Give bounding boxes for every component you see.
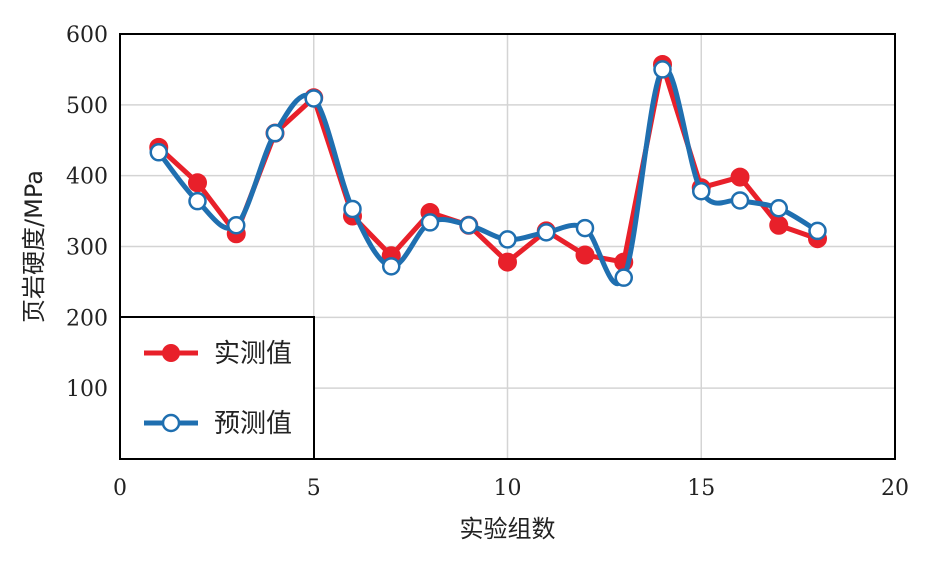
data-point [227,216,246,235]
series-predicted [149,60,827,287]
legend-item: 实测值 [144,339,292,369]
data-point [420,213,440,232]
data-point [498,230,517,249]
y-tick-label: 200 [66,306,108,331]
x-tick-label: 5 [307,476,321,501]
data-point [188,191,207,211]
data-point [382,257,401,276]
data-point [730,191,750,210]
legend-box [119,316,315,460]
y-tick-label: 300 [66,236,108,261]
x-tick-label: 20 [881,476,909,501]
tick-labels: 0 5 10 15 20 100 200 300 400 500 600 [66,23,909,501]
data-point [575,245,595,265]
data-point [808,221,827,241]
plot-frame [119,33,896,460]
data-point [730,167,750,187]
y-axis-label: 页岩硬度/MPa [20,170,48,323]
data-point [653,60,672,79]
data-point [575,218,595,238]
data-point [188,173,207,193]
data-point [769,199,788,218]
data-point [769,215,789,235]
data-point [149,143,168,162]
data-point [498,252,517,272]
data-point [304,89,323,108]
x-tick-label: 15 [687,476,715,501]
x-tick-label: 0 [113,476,127,501]
data-point [459,216,478,235]
x-axis-label: 实验组数 [460,515,556,543]
legend-label: 实测值 [214,339,292,369]
y-tick-label: 500 [66,94,108,119]
data-point [265,123,285,143]
legend-marker [161,413,181,433]
data-point [614,268,633,287]
legend-item: 预测值 [144,409,292,439]
y-tick-label: 600 [66,23,108,48]
legend-marker [162,344,180,362]
series-layer [149,54,827,287]
y-tick-label: 400 [66,165,108,190]
data-point [343,199,362,219]
series-measured [149,54,827,272]
data-point [537,223,556,242]
y-tick-label: 100 [66,377,108,402]
legend-label: 预测值 [214,409,292,439]
x-tick-label: 10 [494,476,522,501]
data-point [692,182,711,201]
